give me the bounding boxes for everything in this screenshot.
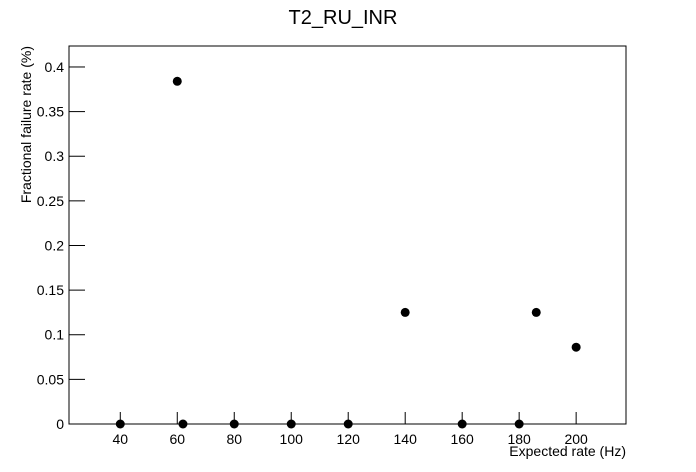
chart-title: T2_RU_INR [289,7,398,29]
x-tick-label: 200 [564,431,588,447]
data-point [400,307,410,317]
y-tick-label: 0.2 [45,237,65,253]
data-point [115,419,125,429]
data-point [457,419,467,429]
x-tick-label: 140 [394,431,418,447]
y-tick-label: 0.05 [37,371,64,387]
y-tick-label: 0.3 [45,148,65,164]
data-point [514,419,524,429]
x-tick-label: 160 [450,431,474,447]
y-tick-label: 0.15 [37,282,64,298]
x-tick-label: 120 [337,431,361,447]
plot-frame [68,45,627,425]
y-tick-label: 0.1 [45,327,65,343]
y-axis-label: Fractional failure rate (%) [18,46,34,203]
y-tick-label: 0 [56,416,64,432]
data-point [229,419,239,429]
data-point [531,307,541,317]
y-tick-label: 0.35 [37,104,64,120]
y-tick-label: 0.4 [45,59,65,75]
data-point [172,76,182,86]
x-tick-label: 40 [112,431,128,447]
data-point [286,419,296,429]
x-tick-label: 100 [280,431,304,447]
y-tick-label: 0.25 [37,193,64,209]
data-point [571,342,581,352]
x-axis-label: Expected rate (Hz) [509,443,626,459]
x-tick-label: 180 [507,431,531,447]
data-point [178,419,188,429]
data-point [343,419,353,429]
x-tick-label: 60 [169,431,185,447]
x-tick-label: 80 [226,431,242,447]
